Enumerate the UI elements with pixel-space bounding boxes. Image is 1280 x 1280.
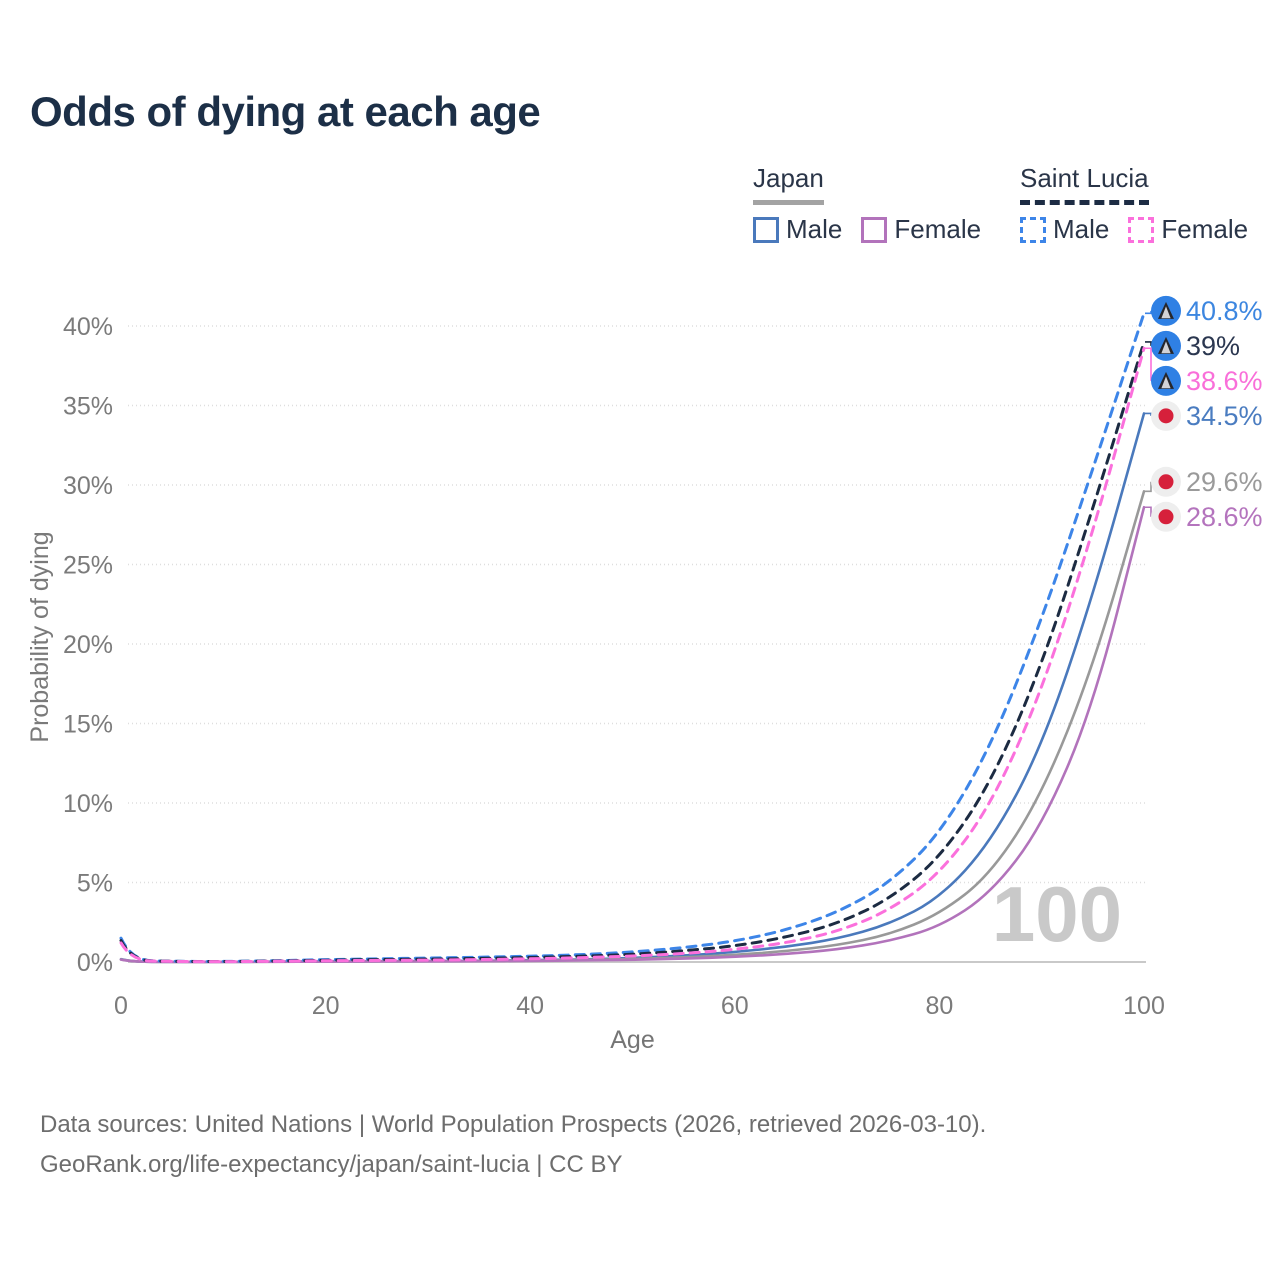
- end-label-saint-lucia-total[interactable]: 39%: [1145, 330, 1240, 361]
- series-line-saint-lucia-male[interactable]: [119, 311, 1146, 963]
- end-label-value: 39%: [1186, 331, 1240, 361]
- japan-flag-icon: [1151, 501, 1181, 532]
- chart-title: Odds of dying at each age: [30, 88, 541, 135]
- legend-country-japan[interactable]: Japan: [753, 163, 824, 205]
- y-tick-label: 10%: [63, 790, 113, 818]
- legend-item-saint-lucia-female[interactable]: Female: [1128, 214, 1248, 245]
- series-line-japan-total[interactable]: [119, 490, 1146, 964]
- age-watermark: 100: [992, 870, 1122, 958]
- x-axis: 0 20 40 60 80 100 Age: [114, 992, 1165, 1054]
- end-label-value: 28.6%: [1186, 502, 1263, 532]
- footer-data-sources: Data sources: United Nations | World Pop…: [40, 1111, 987, 1138]
- label-connector: [1145, 347, 1152, 381]
- x-tick-label: 80: [925, 992, 953, 1020]
- japan-flag-icon: [1151, 400, 1181, 431]
- japan-flag-icon: [1151, 466, 1181, 497]
- x-tick-label: 0: [114, 992, 128, 1020]
- japan-male-swatch: [753, 216, 779, 243]
- end-label-value: 38.6%: [1186, 366, 1263, 396]
- series-line-saint-lucia-female[interactable]: [119, 346, 1146, 964]
- end-label-saint-lucia-male[interactable]: 40.8%: [1145, 295, 1263, 326]
- y-tick-label: 35%: [63, 393, 113, 421]
- label-connector: [1145, 310, 1152, 315]
- legend-group-saint-lucia: Saint Lucia Male Female: [1020, 163, 1248, 245]
- footer-attribution-link[interactable]: GeoRank.org/life-expectancy/japan/saint-…: [40, 1151, 623, 1178]
- y-tick-label: 15%: [63, 711, 113, 739]
- saint-lucia-flag-icon: [1151, 330, 1181, 361]
- label-connector: [1145, 506, 1152, 517]
- legend-group-japan: Japan Male Female: [753, 163, 981, 245]
- label-connector: [1145, 412, 1152, 416]
- legend-row-japan: Male Female: [753, 214, 981, 245]
- end-label-value: 40.8%: [1186, 296, 1263, 326]
- end-label-japan-male[interactable]: 34.5%: [1145, 400, 1263, 431]
- end-label-saint-lucia-female[interactable]: 38.6%: [1145, 347, 1263, 396]
- legend-item-saint-lucia-male[interactable]: Male: [1020, 214, 1109, 245]
- x-tick-label: 40: [516, 992, 544, 1020]
- legend-item-japan-male[interactable]: Male: [753, 214, 842, 245]
- legend-item-japan-female[interactable]: Female: [861, 214, 981, 245]
- y-tick-label: 20%: [63, 631, 113, 659]
- y-tick-label: 25%: [63, 552, 113, 580]
- japan-female-swatch: [861, 216, 888, 243]
- legend-label-saint-lucia-female: Female: [1161, 214, 1249, 244]
- saint-lucia-female-swatch: [1128, 216, 1155, 243]
- series-lines: [119, 311, 1146, 964]
- end-label-value: 29.6%: [1186, 467, 1263, 497]
- legend-row-saint-lucia: Male Female: [1020, 214, 1248, 245]
- saint-lucia-flag-icon: [1151, 295, 1181, 326]
- y-axis-title: Probability of dying: [26, 531, 54, 742]
- y-tick-label: 0%: [77, 949, 113, 977]
- legend-country-saint-lucia[interactable]: Saint Lucia: [1020, 163, 1149, 205]
- series-line-japan-male[interactable]: [119, 412, 1146, 964]
- end-label-japan-female[interactable]: 28.6%: [1145, 501, 1263, 532]
- legend-label-saint-lucia-male: Male: [1053, 214, 1110, 244]
- footer: Data sources: United Nations | World Pop…: [40, 1105, 986, 1185]
- legend-label-japan-female: Female: [894, 214, 982, 244]
- saint-lucia-flag-icon: [1151, 365, 1181, 396]
- end-labels: 40.8% 39% 38.6% 34.5% 29.6% 28.6%: [1145, 295, 1263, 532]
- saint-lucia-male-swatch: [1020, 216, 1046, 243]
- line-chart: 0% 5% 10% 15% 20% 25% 30% 35% 40% 0 20 40 60 80 100 Age…: [26, 295, 1263, 1054]
- x-tick-label: 100: [1123, 992, 1165, 1020]
- end-label-japan-total[interactable]: 29.6%: [1145, 466, 1263, 497]
- y-tick-label: 5%: [77, 870, 113, 898]
- label-connector: [1145, 481, 1152, 493]
- end-label-value: 34.5%: [1186, 401, 1263, 431]
- label-connector: [1145, 341, 1152, 346]
- y-tick-label: 30%: [63, 472, 113, 500]
- x-axis-title: Age: [610, 1026, 654, 1054]
- y-tick-label: 40%: [63, 313, 113, 341]
- legend: Japan Male Female Saint Lucia Male: [0, 163, 1280, 245]
- x-tick-label: 60: [721, 992, 749, 1020]
- series-line-japan-female[interactable]: [119, 505, 1146, 964]
- x-tick-label: 20: [312, 992, 340, 1020]
- legend-label-japan-male: Male: [786, 214, 843, 244]
